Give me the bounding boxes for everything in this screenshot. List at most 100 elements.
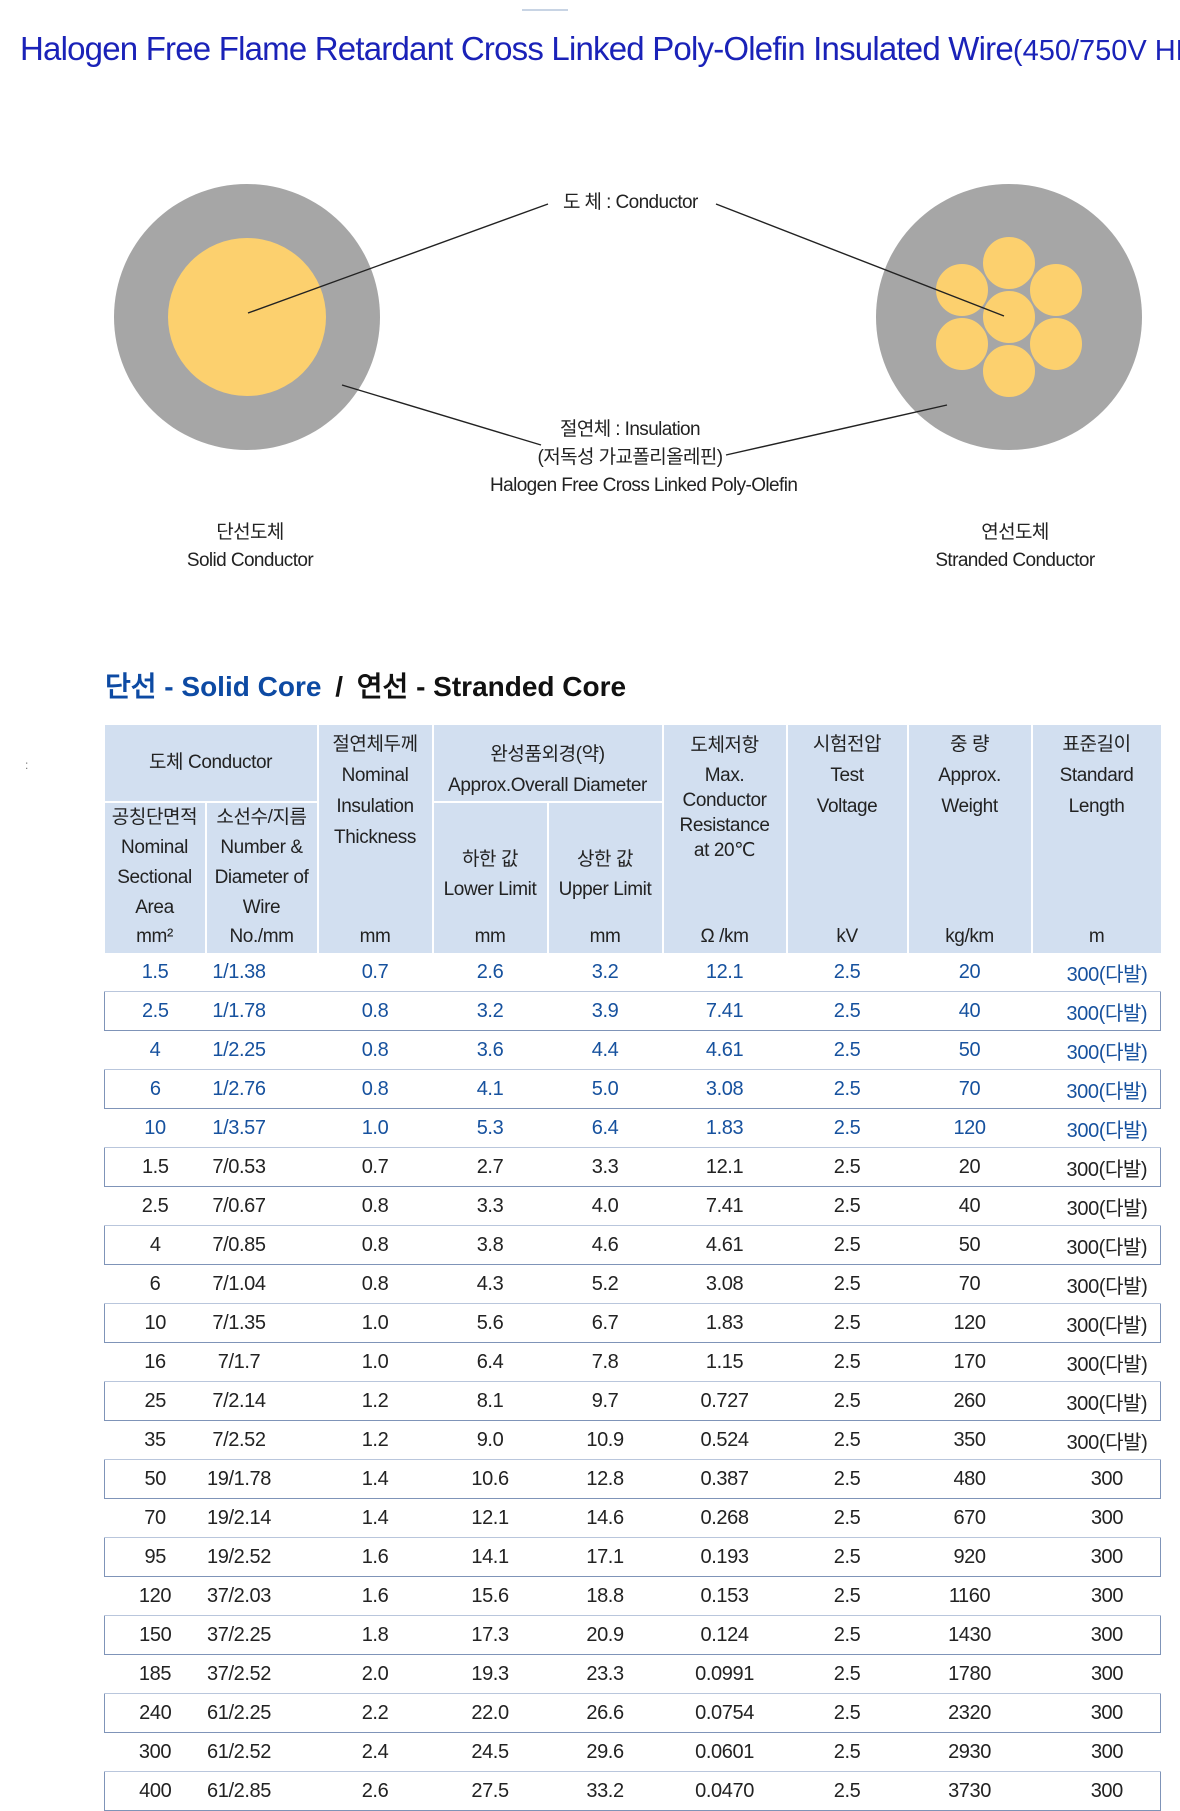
cell-standard-length: 300(다발) [1031, 1381, 1162, 1421]
strand-6 [934, 262, 990, 318]
cell-nominal-area: 1.5 [104, 1147, 206, 1187]
table-row: 6 1/2.76 0.8 4.1 5.0 3.08 2.5 70 300(다발) [104, 1069, 1162, 1109]
cell-wire-number: 1/3.57 [205, 1108, 318, 1148]
leader-insulation-solid [341, 384, 542, 446]
cell-test-voltage: 2.5 [786, 1654, 908, 1694]
solid-conductor-caption: 단선도체 Solid Conductor [150, 519, 350, 575]
cell-standard-length: 300 [1031, 1576, 1161, 1616]
header-lower-limit: 하한 값 Lower Limit [431, 802, 548, 923]
cell-upper-limit: 3.3 [547, 1147, 663, 1187]
cell-insulation-thickness: 2.2 [317, 1693, 433, 1733]
cell-wire-number: 7/1.7 [205, 1342, 318, 1382]
header-weight: 중 량 Approx. Weight [906, 725, 1032, 923]
cell-lower-limit: 2.6 [432, 953, 548, 992]
insulation-label-line1: 절연체 : Insulation [559, 419, 701, 440]
insulation-label-line2: (저독성 가교폴리올레핀) [537, 447, 724, 468]
cell-upper-limit: 18.8 [547, 1576, 663, 1616]
cell-test-voltage: 2.5 [786, 1459, 908, 1499]
table-row: 6 7/1.04 0.8 4.3 5.2 3.08 2.5 70 300(다발) [104, 1264, 1161, 1304]
page-title: Halogen Free Flame Retardant Cross Linke… [20, 30, 1180, 68]
cell-lower-limit: 3.6 [432, 1030, 548, 1070]
cell-weight: 3730 [907, 1771, 1032, 1811]
cell-weight: 1780 [907, 1654, 1032, 1694]
cell-resistance: 0.0601 [662, 1732, 787, 1772]
cell-lower-limit: 22.0 [432, 1693, 548, 1733]
cell-upper-limit: 29.6 [547, 1732, 663, 1772]
cell-wire-number: 19/2.52 [205, 1537, 318, 1577]
cell-wire-number: 37/2.52 [205, 1654, 318, 1694]
cell-upper-limit: 6.4 [547, 1108, 663, 1148]
cell-test-voltage: 2.5 [786, 1615, 908, 1655]
cell-upper-limit: 4.4 [547, 1030, 663, 1070]
unit-col7: kV [785, 923, 908, 953]
cell-standard-length: 300(다발) [1031, 1420, 1161, 1460]
cell-test-voltage: 2.5 [786, 1147, 908, 1187]
cell-standard-length: 300(다발) [1031, 1342, 1161, 1382]
cell-nominal-area: 400 [104, 1771, 206, 1811]
cell-test-voltage: 2.5 [786, 1537, 908, 1577]
header-conductor-group-text: 도체 Conductor [148, 752, 273, 773]
cell-upper-limit: 17.1 [547, 1537, 663, 1577]
cell-standard-length: 300(다발) [1031, 953, 1161, 992]
title-suffix: (450/750V HFIX) [1012, 35, 1180, 67]
cell-test-voltage: 2.5 [786, 1030, 908, 1070]
cell-standard-length: 300(다발) [1031, 1108, 1161, 1148]
cell-upper-limit: 5.2 [547, 1264, 663, 1304]
table-row: 185 37/2.52 2.0 19.3 23.3 0.0991 2.5 1780 300 [104, 1654, 1161, 1694]
stranded-conductor-caption: 연선도체 Stranded Conductor [910, 519, 1120, 575]
cell-lower-limit: 19.3 [432, 1654, 548, 1694]
cell-lower-limit: 27.5 [432, 1771, 548, 1811]
cell-insulation-thickness: 1.2 [317, 1420, 433, 1460]
cell-wire-number: 7/0.53 [205, 1147, 318, 1187]
cell-nominal-area: 10 [104, 1303, 206, 1343]
cell-test-voltage: 2.5 [786, 1264, 908, 1304]
cell-standard-length: 300 [1031, 1459, 1162, 1499]
strand-5 [934, 316, 990, 372]
unit-col3: mm [316, 923, 433, 953]
cell-nominal-area: 16 [104, 1342, 206, 1382]
unit-col5: mm [546, 923, 663, 953]
cell-test-voltage: 2.5 [786, 1420, 908, 1460]
cell-insulation-thickness: 0.8 [317, 1030, 433, 1070]
cell-standard-length: 300(다발) [1031, 1303, 1162, 1343]
header-standard-length: 표준길이 Standard Length [1030, 725, 1161, 923]
cell-nominal-area: 35 [104, 1420, 206, 1460]
cell-weight: 920 [907, 1537, 1032, 1577]
cell-nominal-area: 70 [104, 1498, 206, 1538]
cell-test-voltage: 2.5 [786, 1732, 908, 1772]
cell-upper-limit: 26.6 [547, 1693, 663, 1733]
table-row: 150 37/2.25 1.8 17.3 20.9 0.124 2.5 1430 300 [104, 1615, 1162, 1655]
cell-resistance: 1.83 [662, 1303, 787, 1343]
cell-insulation-thickness: 0.7 [317, 1147, 433, 1187]
title-main: Halogen Free Flame Retardant Cross Linke… [20, 30, 1014, 67]
cell-resistance: 0.0470 [662, 1771, 787, 1811]
header-col3-en: Nominal Insulation Thickness [334, 765, 416, 848]
cell-upper-limit: 4.6 [547, 1225, 663, 1265]
cell-weight: 480 [907, 1459, 1032, 1499]
cell-nominal-area: 25 [104, 1381, 206, 1421]
table-row: 1.5 1/1.38 0.7 2.6 3.2 12.1 2.5 20 300(다발) [104, 953, 1161, 992]
cell-weight: 1430 [907, 1615, 1032, 1655]
header-conductor-group: 도체 Conductor [104, 725, 318, 803]
cell-resistance: 0.153 [662, 1576, 787, 1616]
strand-center [981, 289, 1037, 345]
cell-resistance: 3.08 [662, 1069, 787, 1109]
decorative-mark [522, 9, 568, 11]
table-row: 95 19/2.52 1.6 14.1 17.1 0.193 2.5 920 300 [104, 1537, 1162, 1577]
header-col9-kr: 표준길이 [1062, 734, 1131, 755]
cell-resistance: 12.1 [662, 953, 787, 992]
cell-resistance: 1.83 [662, 1108, 787, 1148]
cell-insulation-thickness: 2.0 [317, 1654, 433, 1694]
cell-insulation-thickness: 0.7 [317, 953, 433, 992]
cell-wire-number: 37/2.03 [205, 1576, 318, 1616]
header-insulation-thickness: 절연체두께 Nominal Insulation Thickness [316, 725, 433, 923]
cell-wire-number: 37/2.25 [205, 1615, 318, 1655]
cell-nominal-area: 300 [104, 1732, 206, 1772]
cell-wire-number: 1/1.38 [205, 953, 318, 992]
cell-insulation-thickness: 0.8 [317, 1225, 433, 1265]
unit-col6: Ω /km [661, 923, 787, 953]
stranded-caption-kr: 연선도체 [981, 522, 1049, 543]
cell-nominal-area: 95 [104, 1537, 206, 1577]
cell-resistance: 1.15 [662, 1342, 787, 1382]
table-row: 10 7/1.35 1.0 5.6 6.7 1.83 2.5 120 300(다발) [104, 1303, 1162, 1343]
